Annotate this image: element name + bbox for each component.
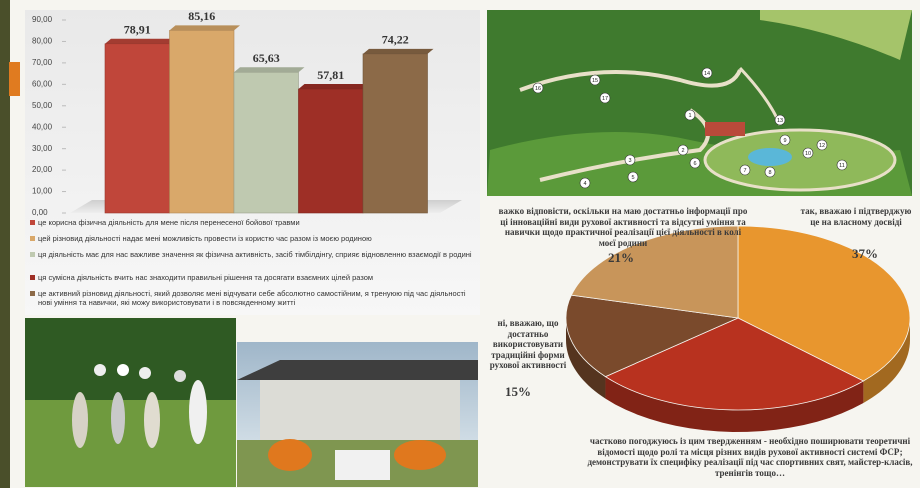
map-marker	[624, 154, 636, 166]
legend-swatch	[30, 291, 35, 296]
map-marker-label: 17	[602, 96, 608, 102]
value-label: 78,91	[124, 23, 151, 37]
map-marker	[701, 67, 713, 79]
y-tick-label: 70,00	[32, 58, 53, 67]
value-label: 74,22	[382, 33, 409, 47]
photo-outdoor	[25, 318, 236, 487]
map-marker-label: 5	[631, 175, 634, 181]
legend-label: ця діяльність має для нас важливе значен…	[38, 250, 472, 259]
slice-label: частково погоджуюсь із цим твердженням -…	[587, 436, 913, 478]
value-label: 65,63	[253, 51, 280, 65]
y-tick-label: 90,00	[32, 15, 53, 24]
map-marker	[627, 171, 639, 183]
bar	[233, 71, 299, 214]
bar	[169, 30, 235, 214]
accent-tab	[9, 62, 20, 96]
legend-swatch	[30, 220, 35, 225]
bar	[362, 53, 428, 214]
map-marker	[532, 82, 544, 94]
left-strip	[0, 0, 10, 488]
legend-swatch	[30, 252, 35, 257]
slice-percent: 21%	[608, 250, 634, 265]
legend-item: ця діяльність має для нас важливе значен…	[30, 250, 478, 259]
map-marker	[599, 92, 611, 104]
y-tick-label: 20,00	[32, 165, 53, 174]
map-marker	[589, 74, 601, 86]
legend-item: це активний різновид діяльності, який до…	[30, 289, 478, 307]
map-marker	[677, 144, 689, 156]
map-marker	[684, 109, 696, 121]
pie-slice	[565, 294, 740, 378]
map-marker	[764, 166, 776, 178]
map-marker-label: 4	[583, 181, 586, 187]
map-marker	[689, 157, 701, 169]
legend-swatch	[30, 236, 35, 241]
y-tick-label: 80,00	[32, 37, 53, 46]
map-marker-label: 14	[704, 71, 710, 77]
bar-top	[298, 84, 369, 90]
slice-label: так, вважаю і підтверджую це на власному…	[800, 206, 912, 227]
pie-side	[566, 318, 606, 399]
slice-percent: 37%	[852, 246, 878, 261]
map-marker-label: 13	[777, 118, 783, 124]
y-tick-label: 10,00	[32, 187, 53, 196]
value-label: 85,16	[188, 9, 215, 23]
map-marker-label: 16	[535, 86, 541, 92]
map-marker-label: 9	[783, 138, 786, 144]
y-tick-label: 0,00	[32, 208, 48, 217]
legend-item: це корисна фізична діяльність для мене п…	[30, 218, 478, 227]
map-marker-label: 1	[688, 113, 691, 119]
legend-label: це активний різновид діяльності, який до…	[38, 289, 466, 307]
slice-percent: 15%	[505, 384, 531, 399]
map-marker-label: 12	[819, 143, 825, 149]
map-marker	[579, 177, 591, 189]
photo-house	[237, 342, 478, 487]
bar	[298, 88, 364, 214]
legend-item: ця сумісна діяльність вчить нас знаходит…	[30, 273, 478, 282]
pie-slice	[737, 225, 911, 382]
map-marker-label: 8	[768, 170, 771, 176]
legend-swatch	[30, 275, 35, 280]
bar-top	[363, 48, 434, 54]
map-marker-label: 15	[592, 78, 598, 84]
map-marker-label: 11	[839, 163, 845, 169]
pie-slice	[570, 225, 739, 319]
map-marker-label: 3	[628, 158, 631, 164]
map-marker	[816, 139, 828, 151]
map-marker	[836, 159, 848, 171]
bar-top	[234, 67, 305, 73]
slice-label: ні, вважаю, що достатньо використовувати…	[489, 318, 567, 370]
map-marker-label: 2	[681, 148, 684, 154]
map-marker	[739, 164, 751, 176]
legend-label: ця сумісна діяльність вчить нас знаходит…	[38, 273, 374, 282]
map-marker	[779, 134, 791, 146]
slice-label: важко відповісти, оскільки на маю достат…	[498, 206, 748, 248]
bar-top	[169, 25, 240, 31]
map-marker	[802, 147, 814, 159]
map-marker-label: 7	[743, 168, 746, 174]
y-tick-label: 60,00	[32, 79, 53, 88]
y-tick-label: 50,00	[32, 101, 53, 110]
legend-item: цей різновид діяльності надає мені можли…	[30, 234, 478, 243]
legend-label: цей різновид діяльності надає мені можли…	[38, 234, 372, 243]
value-label: 57,81	[317, 68, 344, 82]
pie-slice	[604, 317, 865, 411]
y-tick-label: 30,00	[32, 144, 53, 153]
pie-side	[605, 376, 864, 432]
map-marker-label: 10	[805, 151, 811, 157]
pie-side	[863, 318, 910, 403]
map-marker	[774, 114, 786, 126]
y-tick-label: 40,00	[32, 122, 53, 131]
map-marker-label: 6	[693, 161, 696, 167]
bar-top	[105, 38, 176, 44]
legend-label: це корисна фізична діяльність для мене п…	[38, 218, 300, 227]
bar	[104, 43, 170, 214]
